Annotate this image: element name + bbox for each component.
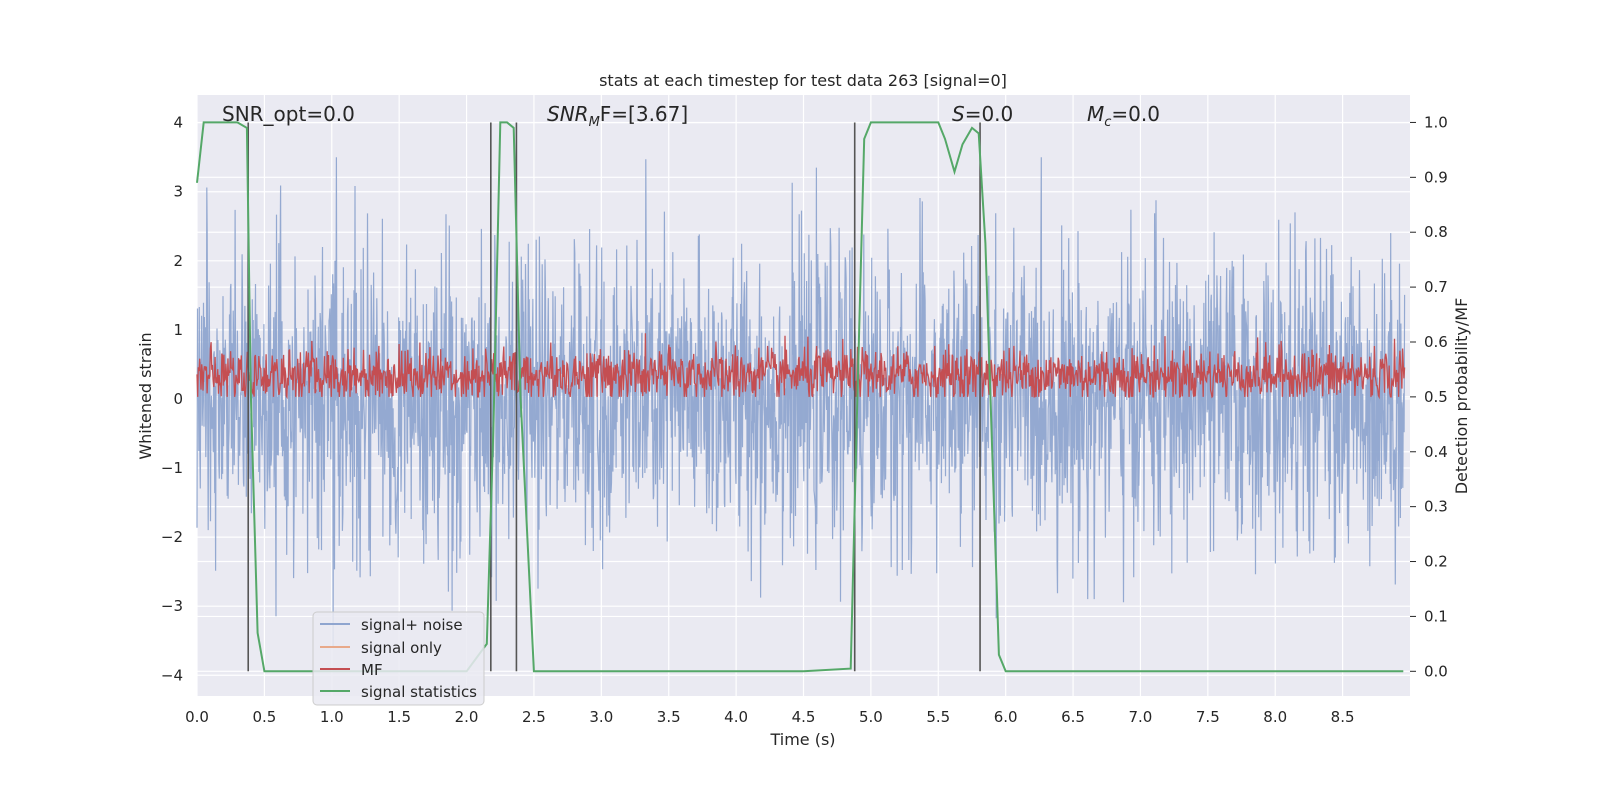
- y-tick-label: −1: [161, 459, 183, 477]
- x-tick-label: 1.0: [320, 708, 344, 726]
- annotation-s-rest: =0.0: [965, 102, 1014, 126]
- legend-label-signal-only: signal only: [361, 639, 442, 657]
- x-tick-label: 3.0: [589, 708, 613, 726]
- x-tick-label: 8.0: [1263, 708, 1287, 726]
- annotation-snr-mf: SNRMF=[3.67]: [547, 102, 688, 130]
- x-tick-label: 0.0: [185, 708, 209, 726]
- annotation-snr-mf-sub: M: [589, 115, 600, 130]
- y-tick-label: −2: [161, 528, 183, 546]
- signal-statistics-series: [196, 121, 1404, 673]
- mf-line: [196, 333, 1406, 400]
- y2-tick-label: 0.5: [1424, 388, 1448, 406]
- y-tick-label: −4: [161, 666, 183, 684]
- y2-axis-label: Detection probability/MF: [1452, 298, 1471, 495]
- annotation-mc-rest: =0.0: [1111, 102, 1160, 126]
- x-tick-label: 2.0: [455, 708, 479, 726]
- x-tick-label: 8.5: [1331, 708, 1355, 726]
- y2-tick-label: 0.7: [1424, 278, 1448, 296]
- x-tick-label: 1.5: [387, 708, 411, 726]
- legend-label-signal-noise: signal+ noise: [361, 616, 463, 634]
- x-tick-label: 6.5: [1061, 708, 1085, 726]
- y2-tick-label: 0.0: [1424, 662, 1448, 680]
- annotation-snr-mf-main: SNR: [547, 102, 589, 126]
- legend: signal+ noise signal only MF signal stat…: [312, 611, 485, 706]
- x-tick-label: 7.5: [1196, 708, 1220, 726]
- y2-tick-label: 0.6: [1424, 333, 1448, 351]
- y-tick-label: 2: [173, 252, 183, 270]
- x-tick-label: 2.5: [522, 708, 546, 726]
- x-axis-label: Time (s): [769, 730, 835, 749]
- x-tick-label: 0.5: [252, 708, 276, 726]
- y-tick-label: 3: [173, 183, 183, 201]
- x-tick-label: 6.0: [994, 708, 1018, 726]
- annotation-snr-mf-rest: F=[3.67]: [600, 102, 688, 126]
- legend-box: [312, 611, 485, 706]
- x-tick-label: 5.0: [859, 708, 883, 726]
- annotation-mc-sub: c: [1104, 115, 1111, 130]
- y-tick-label: 0: [173, 390, 183, 408]
- y2-tick-label: 0.3: [1424, 498, 1448, 516]
- y-axis-label: Whitened strain: [136, 332, 155, 459]
- y2-tick-label: 0.1: [1424, 607, 1448, 625]
- annotation-snr-opt: SNR_opt=0.0: [222, 102, 355, 126]
- y2-tick-label: 0.8: [1424, 223, 1448, 241]
- y2-tick-label: 0.2: [1424, 553, 1448, 571]
- x-tick-label: 7.0: [1129, 708, 1153, 726]
- y2-tick-label: 0.4: [1424, 443, 1448, 461]
- chart-title: stats at each timestep for test data 263…: [599, 71, 1007, 90]
- mf-series: [196, 333, 1406, 400]
- y-tick-label: 4: [173, 114, 183, 132]
- x-tick-label: 4.5: [792, 708, 816, 726]
- y-tick-label: −3: [161, 597, 183, 615]
- y2-tick-label: 1.0: [1424, 113, 1448, 131]
- signal-statistics-line: [196, 121, 1404, 673]
- y2-tick-label: 0.9: [1424, 168, 1448, 186]
- annotation-mc-main: M: [1087, 102, 1104, 126]
- legend-label-signal-statistics: signal statistics: [361, 683, 477, 701]
- annotation-mc: Mc=0.0: [1087, 102, 1160, 130]
- x-tick-label: 4.0: [724, 708, 748, 726]
- x-tick-label: 3.5: [657, 708, 681, 726]
- tick-layer: 0.0 0.5 1.0 1.5 2.0 2.5 3.0 3.5 4.0 4.5 5.0 5.5 6.0 6…: [161, 113, 1448, 726]
- x-tick-label: 5.5: [926, 708, 950, 726]
- y-tick-label: 1: [173, 321, 183, 339]
- annotation-s: S=0.0: [952, 102, 1013, 126]
- annotation-s-main: S: [952, 102, 965, 126]
- legend-label-mf: MF: [361, 661, 383, 679]
